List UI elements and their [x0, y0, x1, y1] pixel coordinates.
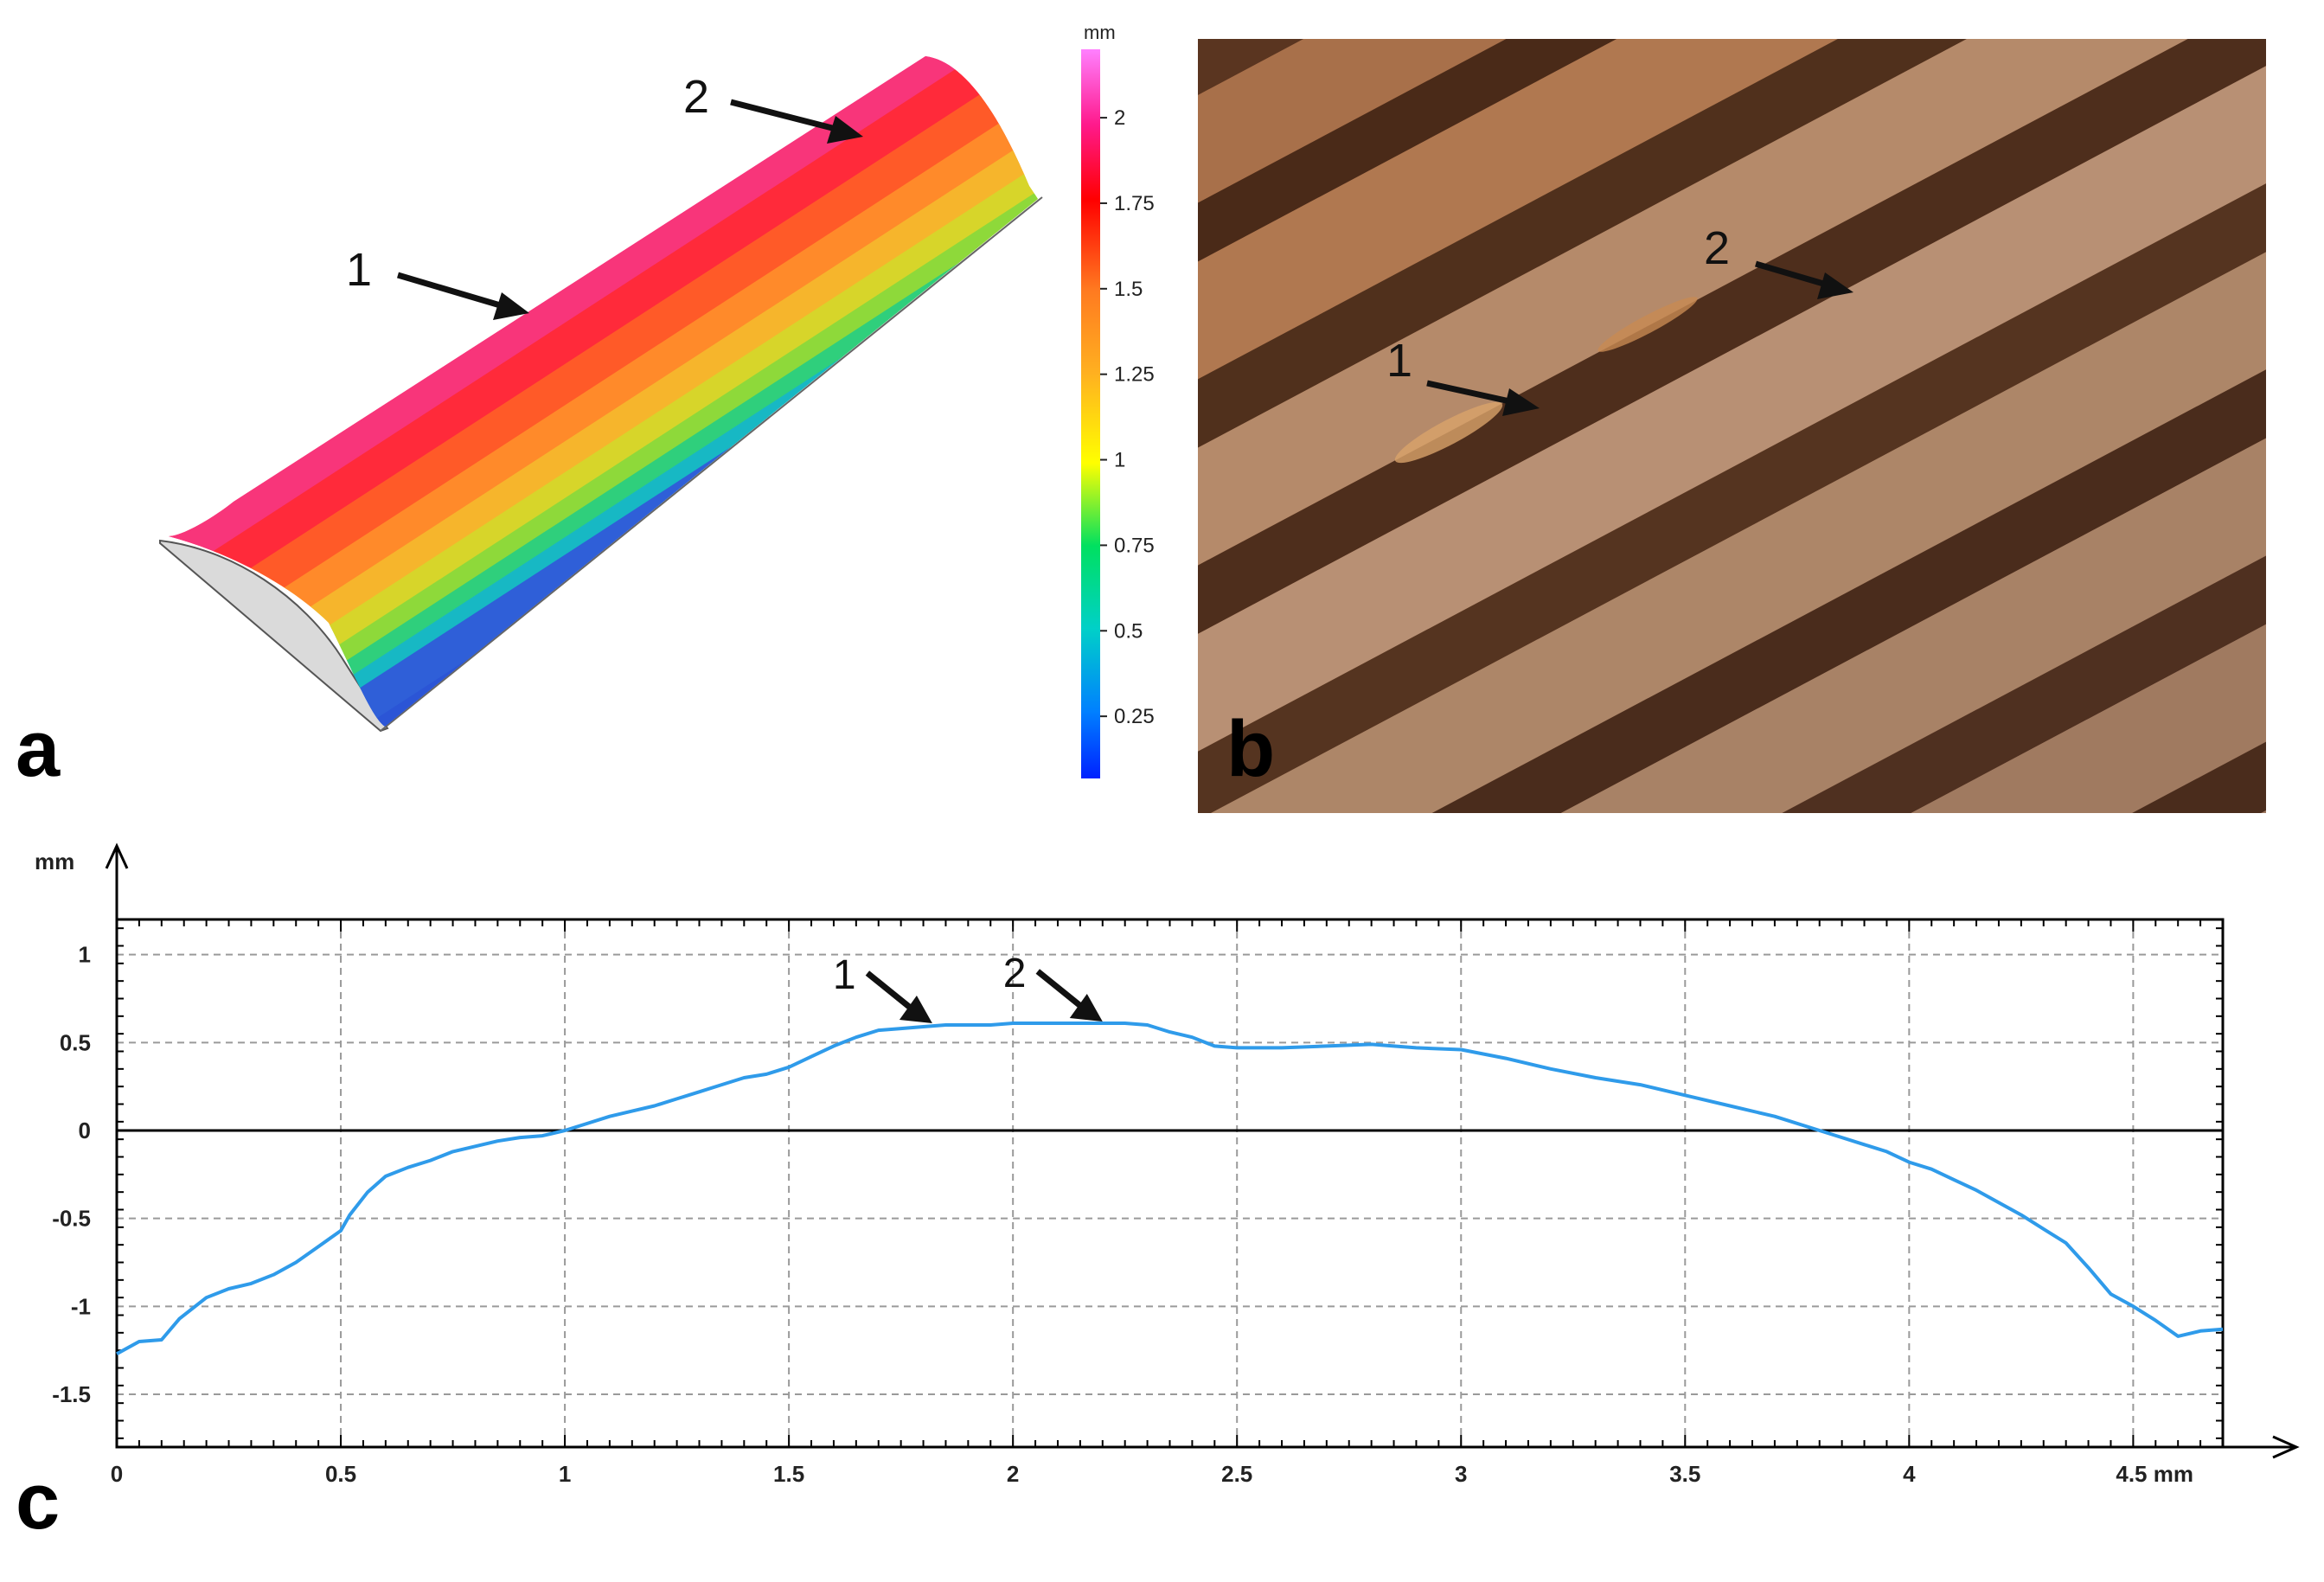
annotation-label: 2 — [1003, 951, 1027, 996]
panel-b-marker-1: 1 — [1386, 335, 1412, 387]
panel-b-photo: 1 2 — [1198, 39, 2266, 813]
colorbar-tick-label: 1.25 — [1114, 363, 1155, 387]
panel-a-marker-1: 1 — [346, 244, 372, 296]
x-axis-arrow — [117, 1435, 2300, 1459]
colorbar-unit: mm — [1084, 22, 1116, 43]
y-tick-label: -1.5 — [52, 1381, 91, 1407]
y-tick-label: 0.5 — [60, 1029, 91, 1055]
colorbar-tick-label: 0.25 — [1114, 705, 1155, 728]
x-tick-label: 0.5 — [325, 1461, 356, 1487]
y-tick-label: 0 — [79, 1118, 91, 1143]
y-tick-labels: 1 0.5 0 -0.5 -1 -1.5 — [52, 942, 91, 1407]
x-tick-label: 2.5 — [1221, 1461, 1252, 1487]
colorbar-tick-label: 2 — [1114, 106, 1125, 130]
y-axis-arrow — [105, 842, 129, 1447]
panel-b-marker-2: 2 — [1704, 222, 1730, 274]
colorbar-tick-label: 1.5 — [1114, 278, 1143, 301]
annotation-arrowhead — [899, 996, 932, 1023]
x-tick-labels: 0 0.5 1 1.5 2 2.5 3 3.5 4 4.5 mm — [111, 1461, 2193, 1487]
panel-b-arrow-2 — [1755, 260, 1853, 299]
panel-label-a: a — [16, 705, 61, 793]
panel-b-arrow-1 — [1426, 380, 1540, 416]
colorbar-tick-label: 1.75 — [1114, 192, 1155, 215]
panel-a-arrow-1 — [397, 272, 529, 320]
y-axis-label: mm — [35, 849, 74, 874]
panel-a-marker-2: 2 — [683, 71, 709, 123]
profile-chart: mm 0 0.5 1 1.5 2 2.5 3 3.5 4 4.5 mm 1 0.5 0 -0.5 -1 -1… — [35, 842, 2300, 1487]
panel-label-c: c — [16, 1457, 61, 1546]
x-tick-label: 4.5 mm — [2116, 1461, 2193, 1487]
annotation-arrowhead — [1069, 993, 1103, 1022]
x-tick-label: 3 — [1455, 1461, 1467, 1487]
y-tick-label: -0.5 — [52, 1206, 91, 1232]
surface-base-edge — [380, 196, 1043, 732]
plot-frame — [115, 918, 2225, 1449]
x-tick-label: 0 — [111, 1461, 123, 1487]
annotation-label: 1 — [833, 952, 856, 998]
colorbar — [1081, 49, 1100, 778]
profile-series-line — [116, 1022, 2224, 1355]
x-tick-label: 2 — [1007, 1461, 1019, 1487]
x-tick-label: 3.5 — [1669, 1461, 1700, 1487]
x-tick-label: 1.5 — [773, 1461, 804, 1487]
colorbar-tick-label: 0.5 — [1114, 619, 1143, 643]
colorbar-tick-label: 1 — [1114, 449, 1125, 472]
y-tick-label: -1 — [71, 1293, 91, 1319]
panel-a-arrow-2 — [730, 99, 863, 144]
colorbar-tick-label: 0.75 — [1114, 534, 1155, 557]
y-tick-label: 1 — [79, 942, 91, 968]
x-tick-label: 4 — [1903, 1461, 1916, 1487]
chart-annotation-2: 2 — [1003, 951, 1103, 1022]
panel-label-b: b — [1226, 705, 1276, 793]
x-tick-label: 1 — [559, 1461, 571, 1487]
chart-grid — [117, 919, 2223, 1447]
chart-annotation-1: 1 — [833, 952, 932, 1023]
chart-minor-ticks — [116, 919, 2224, 1447]
